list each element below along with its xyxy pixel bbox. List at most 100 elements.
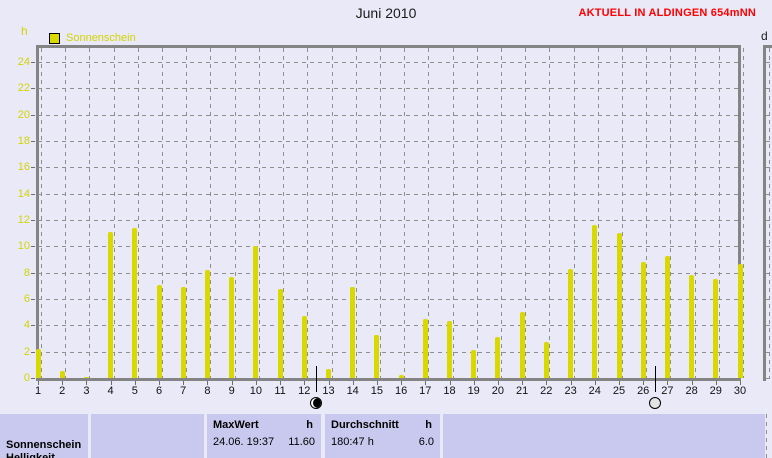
bar-day-18: [447, 321, 452, 378]
gridline-horizontal: [38, 351, 741, 353]
x-axis-tick-label: 15: [370, 385, 384, 397]
gridline-vertical: [500, 48, 502, 378]
x-axis-tick: [425, 381, 427, 385]
y-axis-tick-label: 2: [23, 345, 30, 358]
y-axis-tick-label: 18: [17, 135, 30, 147]
moon-marker-line: [655, 366, 657, 392]
y-axis-tick-label: 14: [17, 187, 30, 200]
x-axis-tick: [110, 381, 112, 385]
x-axis-tick-label: 1: [34, 385, 42, 397]
durchschnitt-value: 6.0: [418, 436, 434, 448]
bar-day-11: [277, 288, 283, 378]
x-axis-tick: [376, 381, 378, 385]
x-axis-tick-label: 25: [612, 385, 626, 397]
gridline-vertical: [379, 48, 381, 378]
y-axis-tick: [31, 114, 35, 116]
x-axis-tick-label: 2: [59, 385, 66, 397]
gridline-horizontal: [38, 167, 741, 169]
y-axis-tick-label: 24: [17, 56, 30, 68]
gridline-vertical: [162, 48, 163, 378]
x-axis-tick: [473, 381, 475, 385]
x-axis-tick-label: 4: [107, 385, 114, 397]
chart-border-right: [738, 45, 741, 381]
gridline-horizontal: [38, 220, 741, 221]
table-cell-durchschnitt: Durchschnitt h 180:47 h 6.0: [325, 414, 440, 458]
x-axis-tick: [352, 381, 354, 385]
y-axis-tick: [31, 378, 35, 379]
y-axis-tick: [31, 193, 35, 195]
x-axis-tick-label: 30: [733, 385, 747, 397]
bar-day-23: [568, 268, 574, 378]
gridline-vertical: [258, 48, 260, 378]
gridline-vertical: [428, 48, 430, 378]
gridline-vertical: [210, 48, 212, 378]
y-axis-tick: [31, 141, 35, 142]
y-axis-tick: [31, 299, 35, 300]
sensor-name-2: Helligkeit: [6, 452, 55, 458]
bar-day-3: [83, 376, 89, 378]
table-cell-empty-2: [443, 414, 765, 458]
station-banner: AKTUELL IN ALDINGEN 654mNN: [578, 7, 756, 19]
x-axis-tick: [643, 381, 645, 385]
x-axis-tick: [594, 381, 596, 385]
secondary-gridline: [766, 378, 772, 379]
y-axis-tick-label: 22: [17, 82, 30, 95]
bar-day-26: [640, 262, 646, 378]
table-cell-maxwert: MaxWert h 24.06. 19:37 11.60: [207, 414, 321, 458]
x-axis-tick-label: 28: [685, 385, 698, 397]
bar-day-6: [156, 284, 162, 378]
secondary-gridline: [766, 414, 767, 458]
gridline-horizontal: [38, 62, 741, 63]
y-axis-tick-label: 16: [17, 161, 30, 174]
x-axis-tick: [62, 381, 64, 385]
gridline-vertical: [694, 48, 696, 378]
y-axis-tick: [31, 272, 35, 274]
legend: Sonnenschein: [49, 32, 136, 44]
bar-day-22: [543, 342, 549, 378]
gridline-horizontal: [38, 141, 741, 142]
gridline-vertical: [743, 48, 744, 378]
moon-marker-line: [316, 366, 318, 392]
bar-day-27: [664, 255, 670, 379]
x-axis-tick-label: 18: [443, 385, 456, 397]
gridline-vertical: [137, 48, 139, 378]
gridline-vertical: [331, 48, 333, 378]
gridline-vertical: [283, 48, 285, 378]
gridline-vertical: [476, 48, 478, 378]
gridline-vertical: [549, 48, 551, 378]
bar-day-2: [59, 371, 65, 378]
table-cell-empty-1: [91, 414, 204, 458]
x-axis-tick: [304, 381, 306, 385]
bar-day-16: [398, 375, 404, 378]
x-axis-tick-label: 27: [661, 385, 674, 397]
x-axis-tick-label: 10: [249, 385, 263, 397]
legend-swatch-icon: [49, 32, 60, 44]
y-axis-tick-label: 8: [23, 266, 30, 279]
x-axis-tick-label: 22: [540, 385, 553, 397]
durchschnitt-unit: h: [425, 419, 432, 431]
y-axis-tick-label: 12: [17, 214, 30, 226]
y-axis-tick: [31, 246, 35, 248]
bar-day-28: [689, 275, 695, 378]
x-axis-tick: [497, 381, 499, 385]
bar-day-24: [592, 225, 598, 378]
y-axis-tick: [31, 62, 35, 63]
chart-border-top: [36, 45, 741, 48]
x-axis-tick: [328, 381, 330, 385]
maxwert-header: MaxWert: [213, 419, 259, 431]
page-title: Juni 2010: [355, 5, 417, 21]
x-axis-tick: [86, 381, 88, 385]
gridline-vertical: [622, 48, 623, 378]
bar-day-14: [350, 287, 356, 378]
y-axis-tick: [31, 88, 35, 90]
gridline-vertical: [452, 48, 454, 378]
gridline-horizontal: [38, 272, 741, 274]
secondary-chart-axis-left: [763, 45, 766, 381]
x-axis-tick: [280, 381, 282, 385]
gridline-vertical: [41, 48, 42, 378]
gridline-vertical: [234, 48, 236, 378]
gridline-vertical: [307, 48, 309, 378]
sensor-name: Sonnenschein: [6, 439, 82, 451]
x-axis-tick-label: 12: [298, 385, 311, 397]
bar-day-12: [301, 316, 307, 378]
